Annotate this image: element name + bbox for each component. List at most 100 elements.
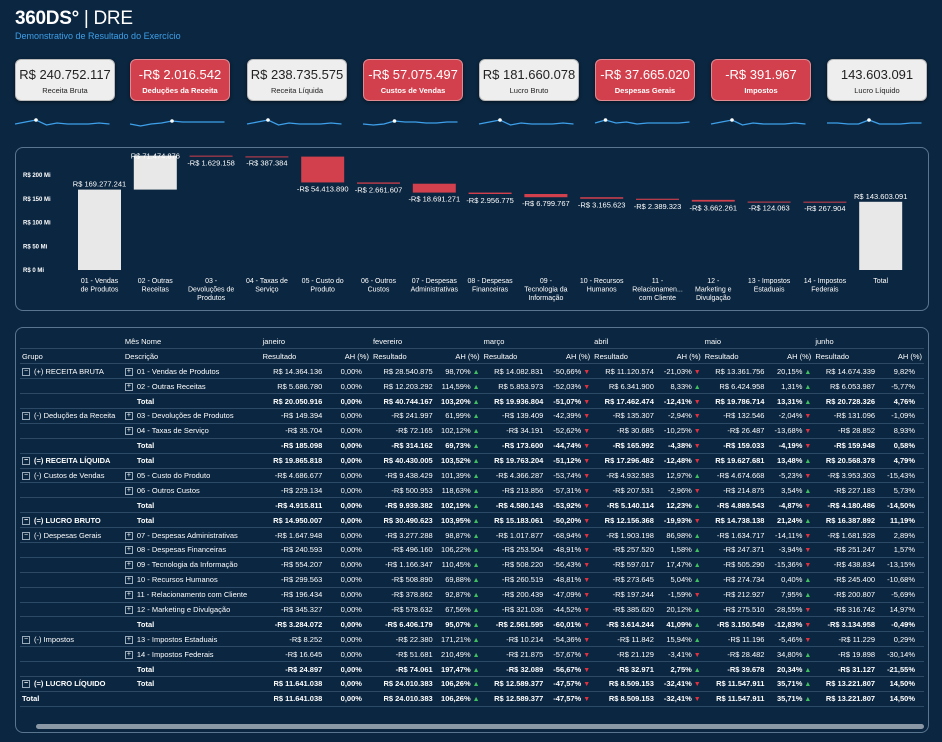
trend-up-icon: ▲ bbox=[804, 517, 812, 525]
trend-up-icon: ▲ bbox=[472, 696, 480, 704]
waterfall-bar[interactable] bbox=[78, 189, 121, 270]
collapse-icon[interactable]: − bbox=[22, 471, 30, 480]
trend-up-icon: ▲ bbox=[804, 458, 812, 466]
table-row[interactable]: − (=) LUCRO LÍQUIDO Total R$ 11.641.038 0,00… bbox=[20, 676, 924, 692]
sparkline-4 bbox=[362, 120, 458, 126]
table-row[interactable]: Total -R$ 3.284.072 0,00% -R$ 6.406.179 95,0… bbox=[20, 616, 924, 633]
table-row[interactable]: − (-) Deduções da Receita +03 - Devoluções… bbox=[20, 408, 924, 424]
trend-down-icon: ▼ bbox=[583, 666, 591, 674]
collapse-icon[interactable]: − bbox=[22, 635, 30, 644]
waterfall-bar[interactable] bbox=[412, 183, 456, 193]
table-row[interactable]: − (=) RECEITA LÍQUIDA Total R$ 19.865.818 0,… bbox=[20, 453, 924, 469]
expand-icon[interactable]: + bbox=[124, 531, 133, 540]
result-value: -R$ 4.580.143 bbox=[481, 497, 546, 514]
kpi-card-2[interactable]: -R$ 2.016.542 Deduções da Receita bbox=[130, 59, 230, 101]
ah-value: -53,74% ▼ bbox=[545, 468, 593, 484]
kpi-card-5[interactable]: R$ 181.660.078 Lucro Bruto bbox=[479, 59, 579, 101]
collapse-icon[interactable]: − bbox=[22, 367, 30, 376]
table-row[interactable]: − (-) Custos de Vendas +05 - Custo do Prod… bbox=[20, 468, 924, 484]
ah-value: 102,19% ▲ bbox=[434, 497, 482, 514]
table-row[interactable]: +11 - Relacionamento com Cliente -R$ 196.… bbox=[20, 587, 924, 603]
ah-value: -56,67% ▼ bbox=[545, 661, 593, 677]
group-cell: − (-) Despesas Gerais bbox=[20, 527, 123, 543]
kpi-card-3[interactable]: R$ 238.735.575 Receita Líquida bbox=[247, 59, 347, 101]
expand-icon[interactable]: + bbox=[124, 367, 133, 376]
result-value: -R$ 500.953 bbox=[370, 482, 435, 499]
table-row[interactable]: +06 - Outros Custos -R$ 229.134 0,00% -R$ 5… bbox=[20, 482, 924, 499]
table-row[interactable]: − (-) Impostos +13 - Impostos Estaduais -R$… bbox=[20, 631, 924, 648]
expand-icon[interactable]: + bbox=[124, 576, 133, 585]
expand-icon[interactable]: + bbox=[124, 412, 133, 421]
waterfall-bar[interactable] bbox=[357, 182, 400, 184]
result-value: -R$ 5.140.114 bbox=[592, 497, 656, 514]
expand-icon[interactable]: + bbox=[124, 471, 133, 480]
waterfall-bar[interactable] bbox=[133, 155, 177, 190]
horizontal-scrollbar[interactable] bbox=[36, 724, 924, 729]
table-row[interactable]: +10 - Recursos Humanos -R$ 299.563 0,00% -R… bbox=[20, 572, 924, 588]
table-row[interactable]: Total -R$ 24.897 0,00% -R$ 74.061 197,47% ▲ -R… bbox=[20, 661, 924, 677]
waterfall-bar[interactable] bbox=[468, 192, 512, 194]
x-tick-label: 04 - Taxas de Serviço bbox=[246, 278, 288, 294]
group-cell bbox=[20, 482, 123, 499]
description-label: 03 - Devoluções de Produtos bbox=[136, 411, 234, 421]
kpi-card-6[interactable]: -R$ 37.665.020 Despesas Gerais bbox=[595, 59, 695, 101]
waterfall-bar[interactable] bbox=[859, 201, 903, 270]
expand-icon[interactable]: + bbox=[124, 591, 133, 600]
expand-icon[interactable]: + bbox=[124, 546, 133, 555]
expand-icon[interactable]: + bbox=[124, 561, 133, 570]
sparkline-marker bbox=[34, 118, 38, 122]
table-row[interactable]: − (-) Despesas Gerais +07 - Despesas Admin… bbox=[20, 527, 924, 543]
collapse-icon[interactable]: − bbox=[22, 412, 30, 421]
waterfall-bar[interactable] bbox=[524, 193, 568, 198]
waterfall-chart[interactable]: R$ 200 Mi R$ 150 Mi R$ 100 Mi R$ 50 Mi R$ 0 … bbox=[16, 148, 928, 310]
ah-value: 0,00% bbox=[324, 468, 371, 484]
expand-icon[interactable]: + bbox=[124, 427, 133, 436]
collapse-icon[interactable]: − bbox=[22, 457, 30, 466]
table-row[interactable]: Total R$ 11.641.038 0,00% R$ 24.010.383 106,… bbox=[20, 691, 924, 707]
ah-percent: 12,23% bbox=[666, 500, 692, 510]
waterfall-bar[interactable] bbox=[580, 197, 624, 199]
table-row[interactable]: Total R$ 20.050.916 0,00% R$ 40.744.167 103,… bbox=[20, 393, 924, 409]
kpi-card-8[interactable]: 143.603.091 Lucro Líquido bbox=[827, 59, 927, 101]
waterfall-bar[interactable] bbox=[803, 201, 847, 203]
description-label: Total bbox=[136, 515, 155, 525]
table-row[interactable]: Total -R$ 185.098 0,00% -R$ 314.162 69,73% ▲ -… bbox=[20, 438, 924, 454]
table-row[interactable]: +12 - Marketing e Divulgação -R$ 345.327 0… bbox=[20, 602, 924, 618]
expand-icon[interactable]: + bbox=[124, 382, 133, 391]
waterfall-bar[interactable] bbox=[245, 156, 289, 158]
ah-value: 101,39% ▲ bbox=[434, 468, 482, 484]
waterfall-bar[interactable] bbox=[691, 199, 735, 202]
kpi-card-4[interactable]: -R$ 57.075.497 Custos de Vendas bbox=[363, 59, 463, 101]
result-value: -R$ 32.089 bbox=[481, 661, 546, 677]
kpi-card-1[interactable]: R$ 240.752.117 Receita Bruta bbox=[15, 59, 115, 101]
collapse-icon[interactable]: − bbox=[22, 516, 30, 525]
table-row[interactable]: +14 - Impostos Federais -R$ 16.645 0,00% -R… bbox=[20, 646, 924, 663]
table-row[interactable]: − (+) RECEITA BRUTA +01 - Vendas de Produt… bbox=[20, 363, 924, 380]
table-row[interactable]: − (=) LUCRO BRUTO Total R$ 14.950.007 0,00% R… bbox=[20, 512, 924, 529]
kpi-label: Custos de Vendas bbox=[380, 86, 446, 95]
ah-value: 98,70% ▲ bbox=[434, 363, 482, 380]
result-value: -R$ 438.834 bbox=[813, 557, 878, 573]
trend-up-icon: ▲ bbox=[472, 502, 480, 510]
trend-up-icon: ▲ bbox=[472, 636, 480, 644]
kpi-card-7[interactable]: -R$ 391.967 Impostos bbox=[711, 59, 811, 101]
collapse-icon[interactable]: − bbox=[22, 531, 30, 540]
trend-down-icon: ▼ bbox=[583, 487, 591, 495]
expand-icon[interactable]: + bbox=[124, 650, 133, 659]
table-row[interactable]: +08 - Despesas Financeiras -R$ 240.593 0,0… bbox=[20, 542, 924, 558]
waterfall-bar[interactable] bbox=[636, 198, 679, 200]
group-cell bbox=[20, 616, 123, 633]
expand-icon[interactable]: + bbox=[124, 635, 133, 644]
expand-icon[interactable]: + bbox=[124, 605, 133, 614]
collapse-icon[interactable]: − bbox=[22, 680, 30, 689]
waterfall-bar[interactable] bbox=[189, 155, 233, 157]
ah-value: 21,24% ▲ bbox=[766, 512, 814, 529]
ah-value: -1,09% bbox=[877, 408, 924, 424]
waterfall-bar[interactable] bbox=[747, 201, 791, 203]
waterfall-bar[interactable] bbox=[301, 156, 345, 183]
expand-icon[interactable]: + bbox=[124, 486, 133, 495]
table-row[interactable]: Total -R$ 4.915.811 0,00% -R$ 9.939.382 102,… bbox=[20, 497, 924, 514]
table-row[interactable]: +09 - Tecnologia da Informação -R$ 554.20… bbox=[20, 557, 924, 573]
table-row[interactable]: +04 - Taxas de Serviço -R$ 35.704 0,00% -R$… bbox=[20, 423, 924, 439]
table-row[interactable]: +02 - Outras Receitas R$ 5.686.780 0,00% R$… bbox=[20, 378, 924, 395]
